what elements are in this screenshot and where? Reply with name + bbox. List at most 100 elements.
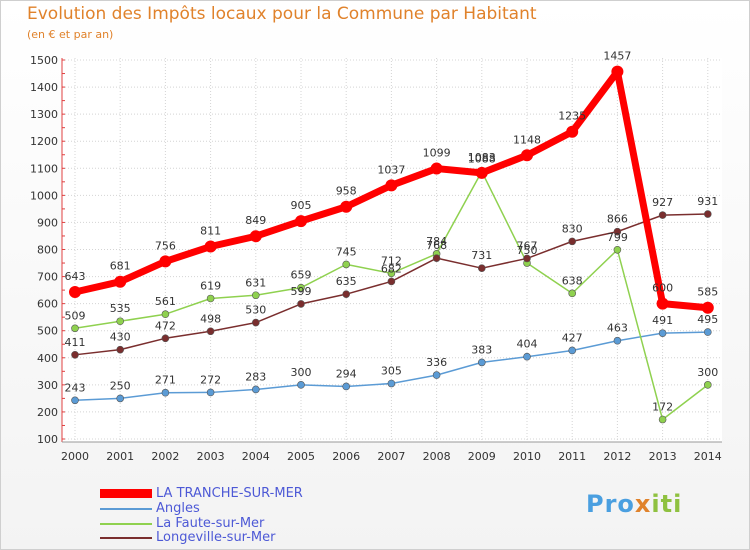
x-tick-label: 2000 — [61, 450, 89, 463]
y-tick-label: 300 — [37, 379, 58, 392]
series-point — [69, 286, 81, 299]
series-point — [295, 215, 307, 228]
series-point — [71, 324, 79, 333]
data-label: 530 — [245, 304, 266, 317]
series-point — [568, 237, 577, 246]
series-point — [159, 255, 172, 268]
y-tick-label: 700 — [37, 271, 58, 284]
x-tick-label: 2014 — [694, 450, 722, 463]
chart-title: Evolution des Impôts locaux pour la Comm… — [27, 4, 537, 24]
data-label: 712 — [381, 254, 402, 267]
data-label: 172 — [652, 401, 673, 414]
data-label: 430 — [110, 331, 131, 344]
data-label: 271 — [155, 374, 176, 387]
data-label: 283 — [245, 370, 266, 383]
data-label: 1037 — [377, 163, 405, 176]
x-tick-label: 2010 — [513, 450, 541, 463]
data-label: 1099 — [423, 147, 451, 160]
series-point — [387, 379, 396, 388]
x-tick-label: 2002 — [151, 450, 179, 463]
x-tick-label: 2011 — [558, 450, 586, 463]
data-label: 463 — [607, 322, 628, 335]
x-tick-label: 2001 — [106, 450, 134, 463]
data-label: 1148 — [513, 133, 541, 146]
series-point — [252, 318, 260, 327]
series-point — [430, 162, 443, 175]
grid-lines — [62, 58, 722, 442]
series-point — [477, 358, 486, 367]
data-label: 799 — [607, 231, 628, 244]
data-label: 750 — [517, 244, 538, 257]
data-label: 927 — [652, 196, 673, 209]
series-point — [521, 149, 533, 162]
legend-label-angles: Angles — [156, 501, 200, 516]
series-point — [342, 260, 351, 269]
x-tick-label: 2006 — [332, 450, 360, 463]
series-point — [116, 317, 124, 326]
y-tick-label: 1100 — [30, 162, 58, 175]
series-point — [658, 329, 667, 337]
data-label: 635 — [336, 275, 357, 288]
series-point — [297, 283, 305, 292]
data-label: 768 — [426, 239, 447, 252]
data-label: 682 — [381, 262, 402, 275]
y-tick-label: 900 — [37, 216, 58, 229]
series-point — [297, 300, 305, 308]
x-tick-label: 2013 — [649, 450, 677, 463]
series-point — [252, 385, 260, 394]
x-tick-label: 2012 — [603, 450, 631, 463]
y-tick-label: 1300 — [30, 108, 58, 121]
series-point — [206, 327, 215, 336]
series-point — [477, 264, 486, 272]
series-point — [161, 310, 170, 319]
data-label: 495 — [697, 313, 718, 326]
series-point — [116, 394, 124, 403]
data-label: 659 — [291, 269, 312, 282]
logo-part: i — [651, 490, 661, 518]
data-label: 767 — [517, 239, 538, 252]
series-point — [297, 381, 305, 389]
data-label: 561 — [155, 295, 176, 308]
series-point — [204, 240, 217, 253]
series-layer — [69, 65, 714, 424]
y-tick-label: 1000 — [30, 189, 58, 202]
y-tick-label: 600 — [37, 298, 58, 311]
data-label: 599 — [291, 285, 312, 298]
y-tick-label: 1500 — [30, 54, 58, 67]
series-point — [161, 388, 170, 397]
series-point — [249, 230, 262, 243]
data-label: 472 — [155, 319, 176, 332]
logo-part: Pro — [586, 490, 635, 518]
data-label: 383 — [471, 343, 492, 356]
series-point — [342, 382, 351, 391]
data-label: 958 — [336, 185, 357, 198]
series-point — [475, 166, 488, 179]
series-point — [71, 396, 79, 405]
data-label: 427 — [562, 331, 583, 344]
y-tick-label: 100 — [37, 433, 58, 446]
data-label: 931 — [697, 195, 718, 208]
proxiti-logo: Proxiti — [586, 490, 682, 518]
y-tick-label: 1400 — [30, 81, 58, 94]
series-point — [116, 345, 124, 354]
data-label: 535 — [110, 302, 131, 315]
data-label: 272 — [200, 373, 221, 386]
series-point — [703, 210, 712, 218]
series-point — [387, 269, 396, 278]
data-label: 745 — [336, 245, 357, 258]
data-label: 305 — [381, 365, 402, 378]
series-point — [613, 336, 622, 345]
series-point — [432, 371, 441, 379]
series-point — [342, 290, 351, 298]
y-tick-label: 400 — [37, 352, 58, 365]
data-label: 866 — [607, 213, 628, 226]
data-label: 1457 — [603, 50, 631, 63]
logo-part: ti — [660, 490, 683, 518]
y-tick-label: 1200 — [30, 135, 58, 148]
data-label: 600 — [652, 282, 673, 295]
series-point — [568, 289, 577, 298]
series-point — [340, 200, 353, 213]
data-labels: 243 250 271 272 283 300 294 305 336 383 404 427 463 4… — [65, 50, 719, 414]
data-label: 509 — [65, 309, 86, 322]
logo-part: x — [634, 490, 652, 518]
